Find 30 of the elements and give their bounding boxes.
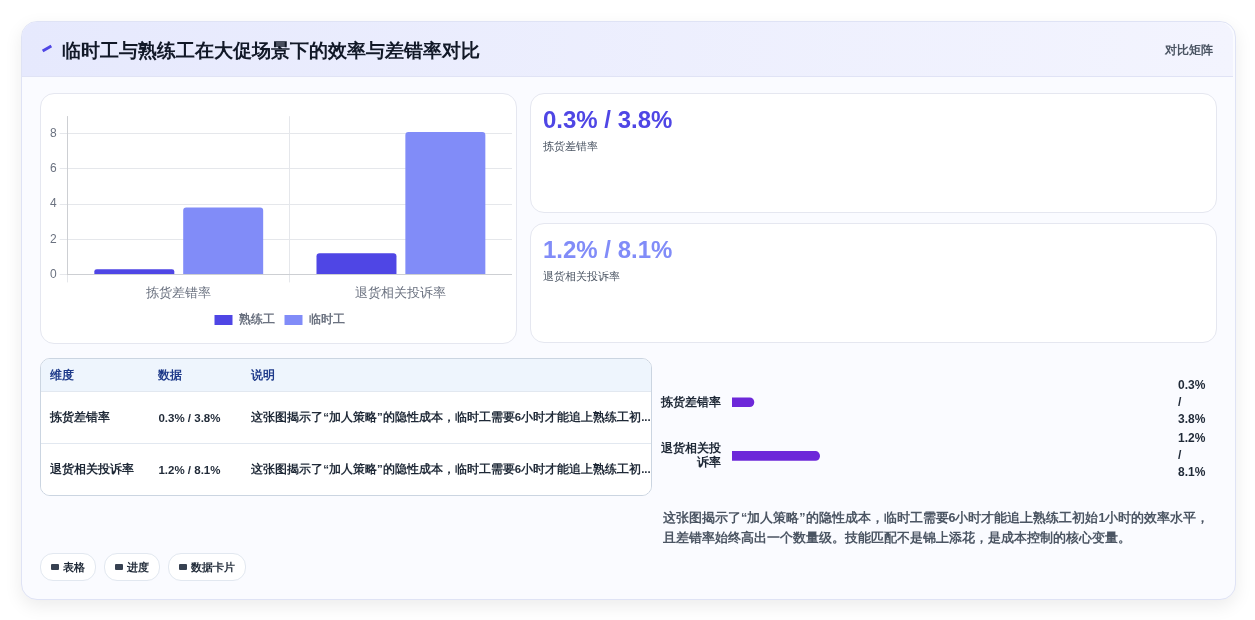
text: 数据 [157,367,184,383]
legend-label: 熟练工 [237,312,275,327]
bar [94,269,175,274]
text: 对比矩阵 [1165,42,1213,59]
y-tick-label: 8 [49,126,57,141]
y-tick-label: 6 [49,161,57,176]
data-label: 1.2% / 8.1% [1178,431,1206,480]
text: 数据卡片 [168,553,246,581]
legend-label: 临时工 [308,312,345,327]
text: 这张图揭示了“加人策略”的隐性成本，临时工需要6小时才能追上熟练工初... [250,410,651,425]
text: 临时工与熟练工在大促场景下的效率与差错率对比 [62,39,480,63]
text: 1.2% / 8.1% [157,463,222,476]
text: 0.3% / 3.8% [157,411,222,424]
text: 这张图揭示了“加人策略”的隐性成本，临时工需要6小时才能追上熟练工初始1小时的效率水平，且差错率始终高出一个数量级。技能匹配不是锦上添花，是成本控制的核心变量。 [663,510,1211,547]
text: 表格 [40,553,96,581]
y-tick-label: 2 [49,231,57,246]
text: 说明 [250,367,277,383]
bar [405,132,486,274]
data-label: 0.3% / 3.8% [1178,377,1206,426]
text: 拣货差错率 [543,139,598,154]
text: 维度 [49,367,75,383]
text: 这张图揭示了“加人策略”的隐性成本，临时工需要6小时才能追上熟练工初... [250,462,651,477]
y-tick-label: 4 [49,196,57,211]
y-tick-label: 0 [49,266,57,281]
text: 进度 [104,553,160,581]
text: 0.3% / 3.8% [543,106,673,134]
text: 1.2% / 8.1% [543,236,673,264]
text: 退货相关投诉率 [543,269,620,284]
bar [316,253,397,274]
bar [183,207,264,274]
